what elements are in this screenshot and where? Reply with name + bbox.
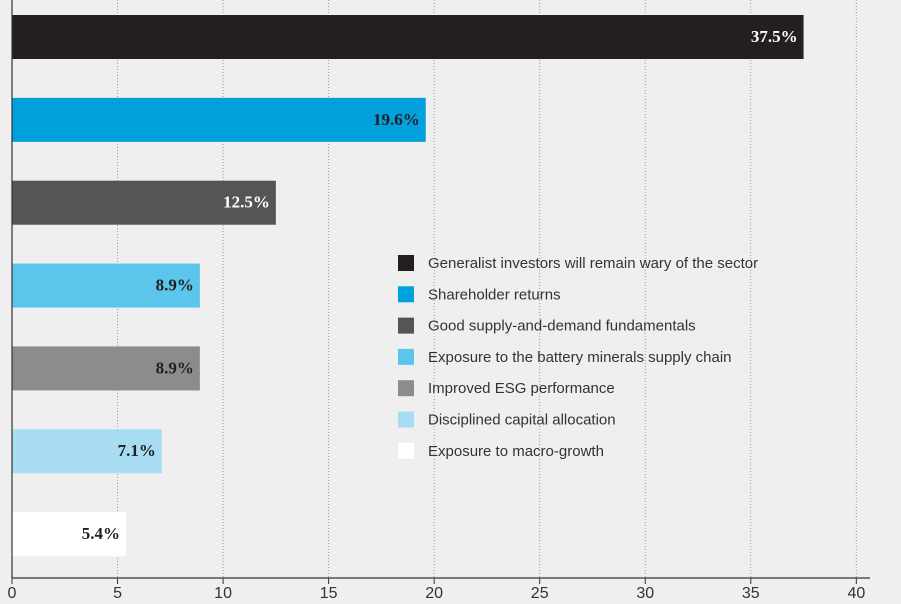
bar [12, 512, 126, 557]
legend-swatch [398, 255, 414, 271]
bar [12, 15, 804, 59]
x-tick-label: 40 [847, 585, 865, 602]
bar [12, 346, 200, 391]
value-label: 19.6% [373, 110, 420, 129]
legend-label: Generalist investors will remain wary of… [428, 255, 758, 272]
value-label: 12.5% [223, 193, 270, 212]
value-label: 7.1% [118, 441, 156, 460]
legend-label: Exposure to macro-growth [428, 443, 604, 460]
legend-swatch [398, 411, 414, 428]
bar [12, 97, 426, 142]
legend-label: Improved ESG performance [428, 380, 615, 397]
legend-swatch [398, 348, 414, 365]
value-label: 37.5% [751, 27, 798, 46]
value-label: 8.9% [156, 358, 194, 377]
legend-swatch [398, 442, 414, 459]
legend-label: Exposure to the battery minerals supply … [428, 349, 732, 366]
x-tick-label: 5 [113, 585, 122, 602]
legend-label: Disciplined capital allocation [428, 411, 616, 428]
x-tick-label: 15 [320, 585, 338, 602]
legend-swatch [398, 286, 414, 303]
value-label: 8.9% [156, 275, 194, 294]
x-tick-label: 30 [636, 585, 654, 602]
x-tick-label: 10 [214, 585, 232, 602]
bar [12, 263, 200, 308]
x-tick-label: 35 [742, 585, 760, 602]
legend-label: Good supply-and-demand fundamentals [428, 318, 696, 335]
bar [12, 429, 162, 474]
legend-swatch [398, 380, 414, 397]
legend-label: Shareholder returns [428, 286, 561, 303]
x-tick-label: 20 [425, 585, 443, 602]
bar [12, 180, 276, 225]
legend-swatch [398, 317, 414, 334]
x-tick-label: 25 [531, 585, 549, 602]
x-tick-label: 0 [8, 585, 17, 602]
value-label: 5.4% [82, 524, 120, 543]
